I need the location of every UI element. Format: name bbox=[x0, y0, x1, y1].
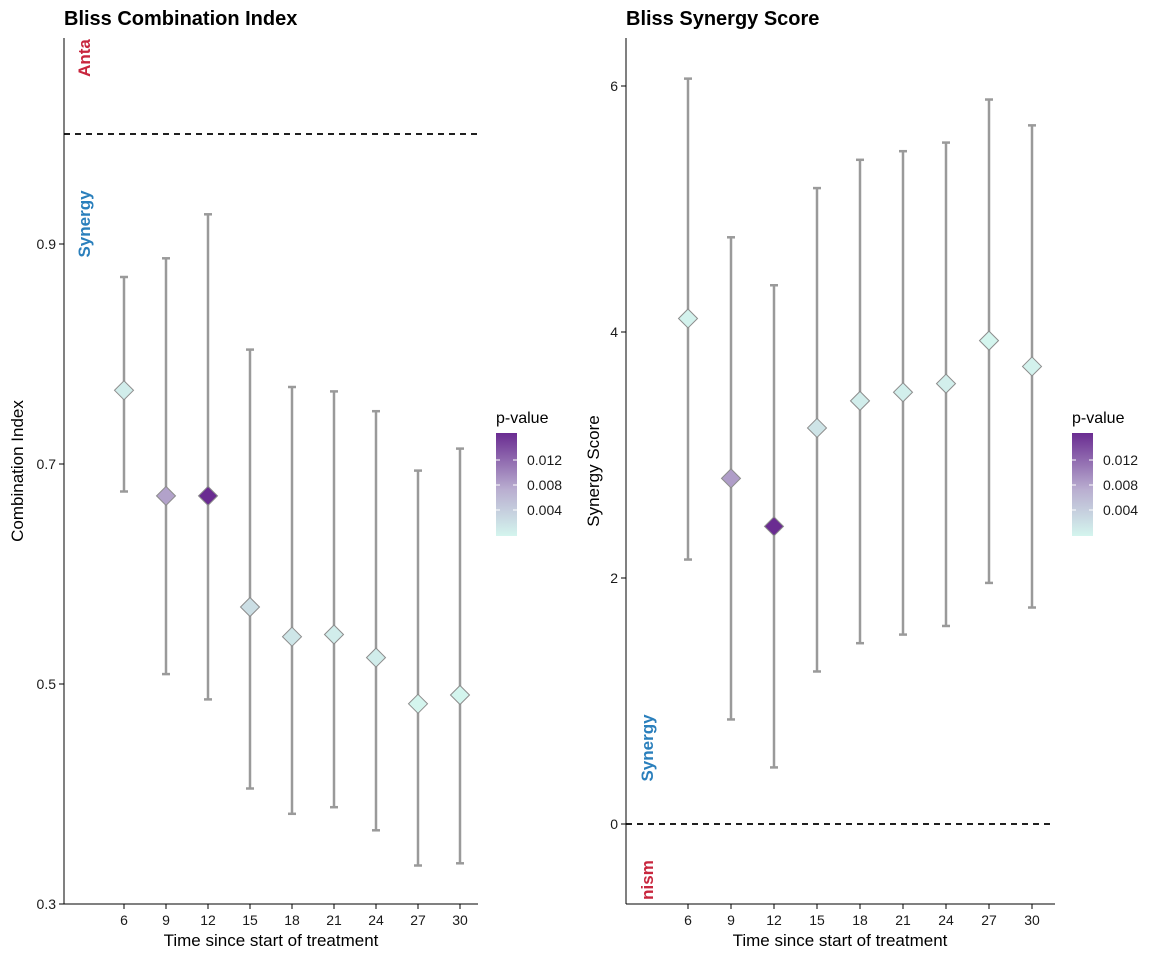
x-tick-label: 6 bbox=[684, 912, 692, 928]
data-point bbox=[113, 380, 135, 401]
error-bar bbox=[288, 385, 296, 816]
data-point bbox=[197, 485, 219, 507]
data-point bbox=[720, 468, 742, 489]
x-tick-label: 12 bbox=[766, 912, 782, 928]
data-point bbox=[806, 417, 828, 439]
data-point bbox=[449, 684, 471, 706]
legend-title: p-value bbox=[496, 410, 549, 427]
data-point bbox=[239, 596, 261, 618]
x-tick-label: 24 bbox=[368, 912, 384, 928]
x-tick-label: 21 bbox=[895, 912, 911, 928]
antagonism-label: Anta bbox=[75, 39, 94, 77]
data-point bbox=[763, 516, 785, 537]
data-point bbox=[677, 308, 699, 329]
x-axis-title: Time since start of treatment bbox=[733, 931, 948, 950]
x-tick-label: 9 bbox=[727, 912, 735, 928]
combination-index-panel: Bliss Combination Index 0.3 0.5 0.7 0.9 6 9 1… bbox=[8, 8, 562, 950]
x-tick-label: 15 bbox=[242, 912, 258, 928]
x-tick-label: 18 bbox=[284, 912, 300, 928]
x-tick-label: 30 bbox=[1024, 912, 1040, 928]
legend-title: p-value bbox=[1072, 410, 1125, 427]
data-point bbox=[281, 626, 303, 647]
p-value-legend: p-value 0.012 0.008 0.004 bbox=[1072, 410, 1138, 536]
legend-tick-label: 0.008 bbox=[527, 477, 562, 493]
data-point bbox=[365, 647, 387, 668]
data-point bbox=[1021, 356, 1043, 377]
p-value-legend: p-value 0.012 0.008 0.004 bbox=[496, 410, 562, 536]
legend-colorbar bbox=[496, 433, 517, 536]
x-tick-label: 6 bbox=[120, 912, 128, 928]
x-tick-label: 21 bbox=[326, 912, 342, 928]
chart-title: Bliss Synergy Score bbox=[626, 8, 819, 30]
y-tick-label: 6 bbox=[610, 78, 618, 94]
data-point bbox=[407, 693, 429, 715]
data-point bbox=[849, 390, 871, 412]
x-tick-label: 30 bbox=[452, 912, 468, 928]
legend-tick-label: 0.012 bbox=[527, 452, 562, 468]
error-bar bbox=[246, 348, 254, 790]
data-point bbox=[935, 373, 957, 394]
legend-tick-label: 0.008 bbox=[1103, 477, 1138, 493]
legend-tick-label: 0.004 bbox=[527, 502, 562, 518]
legend-tick-label: 0.004 bbox=[1103, 502, 1138, 518]
y-axis-title: Combination Index bbox=[8, 400, 27, 542]
error-bar bbox=[456, 447, 464, 865]
data-point bbox=[978, 330, 1000, 351]
error-bar bbox=[162, 257, 170, 676]
x-axis-title: Time since start of treatment bbox=[164, 931, 379, 950]
y-tick-label: 0.9 bbox=[37, 236, 57, 252]
antagonism-label: nism bbox=[638, 860, 657, 900]
x-tick-label: 27 bbox=[410, 912, 426, 928]
y-tick-label: 0.3 bbox=[37, 896, 57, 912]
error-bar bbox=[204, 213, 212, 701]
error-bar bbox=[330, 390, 338, 809]
synergy-label: Synergy bbox=[638, 714, 657, 782]
y-tick-label: 0.7 bbox=[37, 456, 57, 472]
legend-tick-label: 0.012 bbox=[1103, 452, 1138, 468]
error-bar bbox=[414, 469, 422, 867]
y-tick-label: 0.5 bbox=[37, 676, 57, 692]
x-tick-label: 12 bbox=[200, 912, 216, 928]
x-tick-label: 27 bbox=[981, 912, 997, 928]
error-bar bbox=[372, 409, 380, 832]
data-point bbox=[892, 382, 914, 403]
chart-title: Bliss Combination Index bbox=[64, 8, 297, 30]
y-tick-label: 4 bbox=[610, 324, 618, 340]
legend-colorbar bbox=[1072, 433, 1093, 536]
y-axis-title: Synergy Score bbox=[584, 415, 603, 527]
x-tick-label: 18 bbox=[852, 912, 868, 928]
y-tick-label: 2 bbox=[610, 570, 618, 586]
data-point bbox=[323, 624, 345, 645]
data-point bbox=[155, 485, 177, 507]
x-tick-label: 15 bbox=[809, 912, 825, 928]
y-tick-label: 0 bbox=[610, 816, 618, 832]
synergy-label: Synergy bbox=[75, 190, 94, 258]
x-tick-label: 9 bbox=[162, 912, 170, 928]
x-tick-label: 24 bbox=[938, 912, 954, 928]
